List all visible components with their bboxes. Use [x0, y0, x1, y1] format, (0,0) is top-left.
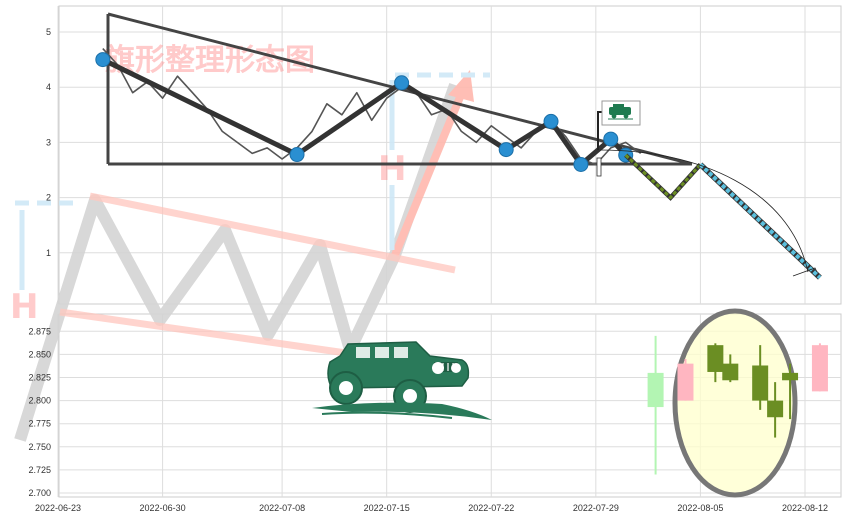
legend-car-icon [608, 104, 633, 120]
pattern-marker-h-mid: H [378, 149, 406, 189]
candle-body [707, 345, 724, 372]
x-tick-label: 2022-08-12 [782, 503, 828, 513]
pivot-marker-box [596, 157, 602, 177]
background-upper-trend [89, 192, 456, 274]
legend-box [601, 100, 641, 126]
candle-body [752, 365, 769, 401]
candle-layer [647, 335, 828, 475]
top-axis-labels: 1 2 3 4 5 [46, 27, 51, 258]
highlight-ellipse [672, 308, 798, 498]
top-y-tick-label: 1 [46, 248, 51, 258]
bottom-y-tick-label: 2.750 [28, 442, 51, 452]
bottom-axis-labels: 2.700 2.725 2.750 2.775 2.800 2.825 2.850 2.875 [28, 326, 51, 498]
x-tick-label: 2022-07-29 [573, 503, 619, 513]
pivot-point [603, 131, 619, 147]
x-tick-label: 2022-06-23 [35, 503, 81, 513]
x-tick-label: 2022-08-05 [677, 503, 723, 513]
forecast-green-line [624, 154, 702, 200]
background-zigzag-line [14, 83, 461, 442]
candle-body [722, 363, 739, 381]
candle-body [811, 345, 828, 392]
projection-arc [599, 149, 809, 273]
projection-end-bracket [792, 267, 818, 277]
top-panel-frame [58, 5, 842, 305]
bottom-y-tick-label: 2.850 [28, 349, 51, 359]
bottom-y-tick-label: 2.775 [28, 419, 51, 429]
candle-body [782, 372, 799, 381]
pivot-point [95, 52, 111, 68]
top-y-tick-label: 4 [46, 82, 51, 92]
background-flag-illustration: H H 旗形整理形态图 [10, 43, 490, 442]
forecast-blue-line [699, 163, 822, 280]
car-icon [312, 341, 492, 420]
bottom-y-tick-label: 2.800 [28, 396, 51, 406]
bottom-y-tick-label: 2.875 [28, 326, 51, 336]
x-axis-labels: 2022-06-23 2022-06-30 2022-07-08 2022-07-15… [35, 503, 828, 513]
candle-body [767, 400, 784, 418]
pivot-point [543, 113, 559, 129]
top-y-tick-label: 2 [46, 193, 51, 203]
top-y-tick-label: 5 [46, 27, 51, 37]
bottom-y-tick-label: 2.725 [28, 465, 51, 475]
pivot-point [289, 147, 305, 163]
x-tick-label: 2022-07-08 [259, 503, 305, 513]
pivot-bracket-icon [597, 111, 603, 150]
x-tick-label: 2022-06-30 [140, 503, 186, 513]
pattern-marker-h-left: H [10, 287, 38, 327]
watermark-text: 旗形整理形态图 [105, 43, 315, 78]
pivot-point [394, 75, 410, 91]
candle-body [647, 372, 664, 408]
candle-body [677, 363, 694, 401]
background-arrow-head-icon [448, 70, 474, 102]
top-y-tick-label: 3 [46, 137, 51, 147]
pivot-point [498, 142, 514, 158]
x-tick-label: 2022-07-15 [364, 503, 410, 513]
series-layer [95, 48, 822, 280]
x-tick-label: 2022-07-22 [468, 503, 514, 513]
background-lower-trend [59, 308, 361, 359]
bottom-y-tick-label: 2.700 [28, 488, 51, 498]
bottom-y-tick-label: 2.825 [28, 373, 51, 383]
pivot-point [573, 156, 589, 172]
